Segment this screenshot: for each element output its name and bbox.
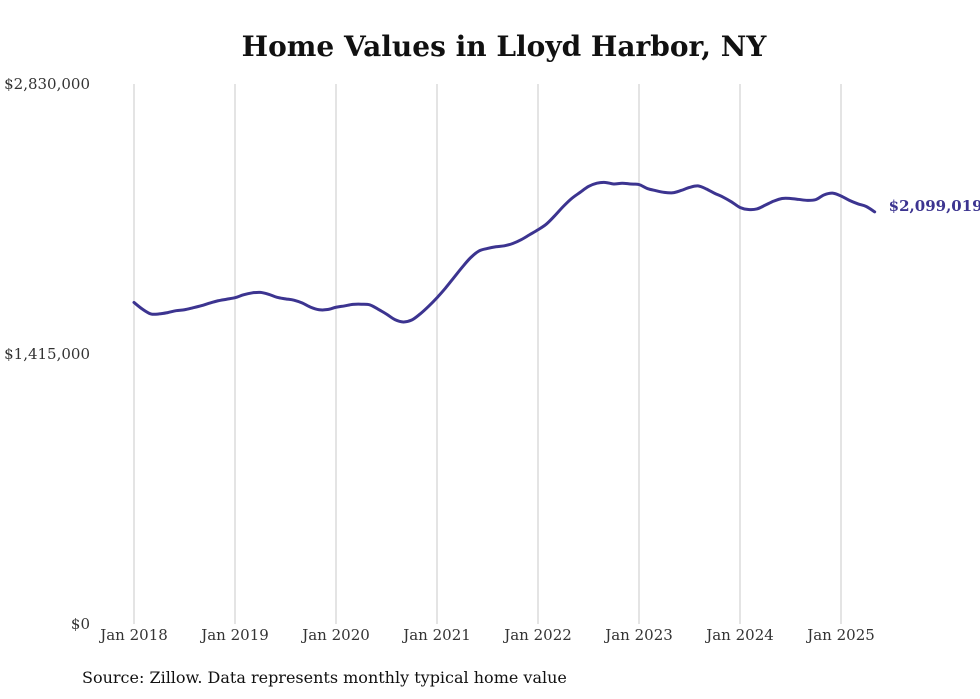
x-tick-label-jan-2022: Jan 2022 (502, 626, 572, 644)
x-tick-label-jan-2025: Jan 2025 (805, 626, 875, 644)
x-tick-label-jan-2018: Jan 2018 (98, 626, 168, 644)
series-layer (132, 180, 877, 324)
end-value-label: $2,099,019 (889, 197, 980, 215)
y-tick-label-2-830-000: $2,830,000 (4, 75, 90, 93)
x-tick-label-jan-2023: Jan 2023 (603, 626, 673, 644)
x-tick-label-jan-2019: Jan 2019 (199, 626, 269, 644)
data-labels: $2,099,019 (889, 197, 980, 215)
y-axis-tick-labels: $0 $1,415,000 $2,830,000 (4, 75, 90, 633)
x-axis-tick-labels: Jan 2018 Jan 2019 Jan 2020 Jan 2021 Jan 2022… (98, 626, 875, 644)
chart-title: Home Values in Lloyd Harbor, NY (241, 30, 767, 63)
source-note: Source: Zillow. Data represents monthly … (82, 668, 567, 687)
y-tick-label-0: $0 (71, 615, 90, 633)
x-tick-label-jan-2021: Jan 2021 (401, 626, 471, 644)
x-tick-label-jan-2020: Jan 2020 (300, 626, 370, 644)
y-tick-label-1-415-000: $1,415,000 (4, 345, 90, 363)
x-tick-label-jan-2024: Jan 2024 (704, 626, 774, 644)
series-line-0 (132, 180, 877, 324)
gridlines (133, 84, 842, 624)
